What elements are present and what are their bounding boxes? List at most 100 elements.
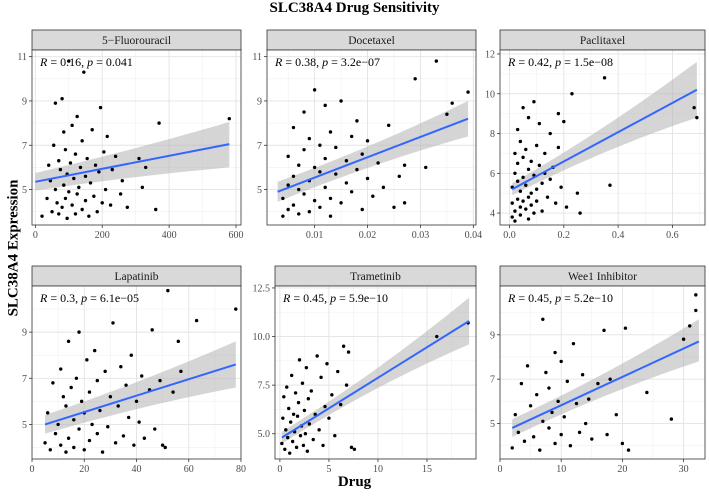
data-point bbox=[297, 212, 301, 216]
y-tick-label: 9 bbox=[22, 96, 27, 107]
data-point bbox=[194, 318, 199, 323]
plot-area bbox=[500, 286, 705, 459]
data-point bbox=[50, 210, 54, 214]
data-point bbox=[153, 427, 157, 431]
data-point bbox=[692, 105, 696, 110]
data-point bbox=[286, 183, 290, 187]
data-point bbox=[529, 159, 533, 164]
data-point bbox=[413, 77, 417, 81]
data-point bbox=[286, 207, 290, 212]
data-point bbox=[102, 150, 106, 154]
x-tick-label: 0.03 bbox=[412, 230, 430, 241]
confidence-band bbox=[512, 61, 697, 196]
data-point bbox=[111, 321, 115, 325]
confidence-band bbox=[277, 100, 469, 202]
data-point bbox=[317, 428, 321, 432]
y-tick-label: 10.0 bbox=[253, 332, 271, 343]
x-axis-label: Drug bbox=[337, 474, 372, 490]
data-point bbox=[540, 181, 544, 185]
data-point bbox=[302, 408, 307, 413]
data-point bbox=[83, 198, 88, 203]
data-point bbox=[544, 370, 548, 375]
data-point bbox=[290, 439, 295, 444]
data-point bbox=[344, 383, 349, 387]
data-point bbox=[65, 216, 69, 221]
data-point bbox=[545, 195, 550, 199]
data-point bbox=[291, 174, 296, 178]
data-point bbox=[386, 123, 391, 128]
data-point bbox=[321, 443, 325, 448]
data-point bbox=[288, 420, 293, 424]
gridlines bbox=[275, 286, 476, 459]
data-point bbox=[281, 214, 285, 218]
correlation-annotation: R = 0.38, p = 3.2e−07 bbox=[274, 55, 380, 69]
data-point bbox=[60, 205, 64, 209]
data-point bbox=[339, 99, 343, 103]
y-tick-label: 10 bbox=[485, 89, 495, 100]
x-tick-label: 0.02 bbox=[359, 230, 377, 241]
data-point bbox=[587, 397, 591, 401]
data-point bbox=[59, 443, 63, 447]
data-point bbox=[281, 416, 285, 420]
panel-border bbox=[274, 285, 477, 460]
data-point bbox=[540, 209, 544, 213]
data-point bbox=[92, 194, 96, 198]
data-point bbox=[574, 401, 579, 406]
data-point bbox=[97, 170, 101, 174]
data-point bbox=[51, 381, 55, 385]
data-point bbox=[559, 359, 563, 364]
data-point bbox=[113, 154, 118, 159]
data-point bbox=[620, 441, 625, 446]
data-point bbox=[553, 350, 557, 355]
data-point bbox=[547, 426, 551, 430]
facet-strip-label: Lapatinib bbox=[114, 271, 158, 283]
data-point bbox=[166, 288, 170, 293]
data-point bbox=[125, 205, 130, 209]
data-point bbox=[365, 139, 370, 143]
y-tick-label: 12.5 bbox=[253, 283, 271, 294]
x-tick-label: 0.0 bbox=[503, 230, 516, 241]
data-point bbox=[286, 154, 290, 159]
y-tick-label: 7 bbox=[22, 141, 27, 152]
data-point bbox=[524, 207, 528, 211]
data-point bbox=[64, 450, 68, 454]
data-point bbox=[160, 443, 165, 447]
y-tick-label: 7 bbox=[22, 374, 27, 385]
data-point bbox=[70, 123, 74, 128]
data-point bbox=[532, 100, 536, 104]
data-point bbox=[90, 422, 94, 427]
data-point bbox=[85, 358, 89, 362]
chart-title: SLC38A4 Drug Sensitivity bbox=[269, 0, 440, 16]
correlation-annotation: R = 0.42, p = 1.5e−08 bbox=[507, 55, 613, 69]
regression-line bbox=[35, 143, 230, 183]
data-point bbox=[291, 203, 296, 207]
data-point bbox=[605, 432, 609, 437]
data-point bbox=[283, 447, 287, 451]
data-point bbox=[556, 145, 561, 150]
data-point bbox=[63, 147, 68, 152]
confidence-band bbox=[35, 121, 230, 191]
data-point bbox=[140, 374, 144, 378]
data-point bbox=[77, 330, 81, 334]
data-point bbox=[513, 151, 517, 156]
data-point bbox=[296, 400, 301, 405]
correlation-annotation: R = 0.3, p = 6.1e−05 bbox=[39, 291, 139, 305]
data-point bbox=[79, 399, 84, 404]
data-point bbox=[105, 134, 109, 139]
x-tick-label: 600 bbox=[228, 230, 243, 241]
data-point bbox=[110, 167, 114, 172]
data-point bbox=[306, 397, 311, 401]
panel-border bbox=[499, 49, 706, 226]
data-point bbox=[510, 215, 514, 219]
panel-border bbox=[31, 49, 242, 226]
data-point bbox=[73, 212, 78, 216]
data-point bbox=[293, 391, 298, 395]
data-point bbox=[171, 390, 175, 394]
data-point bbox=[85, 156, 89, 161]
data-point bbox=[108, 203, 113, 207]
x-tick-label: 10 bbox=[556, 464, 566, 475]
data-point bbox=[72, 418, 76, 422]
data-point bbox=[291, 125, 296, 130]
data-point bbox=[158, 378, 162, 383]
confidence-band bbox=[512, 319, 699, 437]
